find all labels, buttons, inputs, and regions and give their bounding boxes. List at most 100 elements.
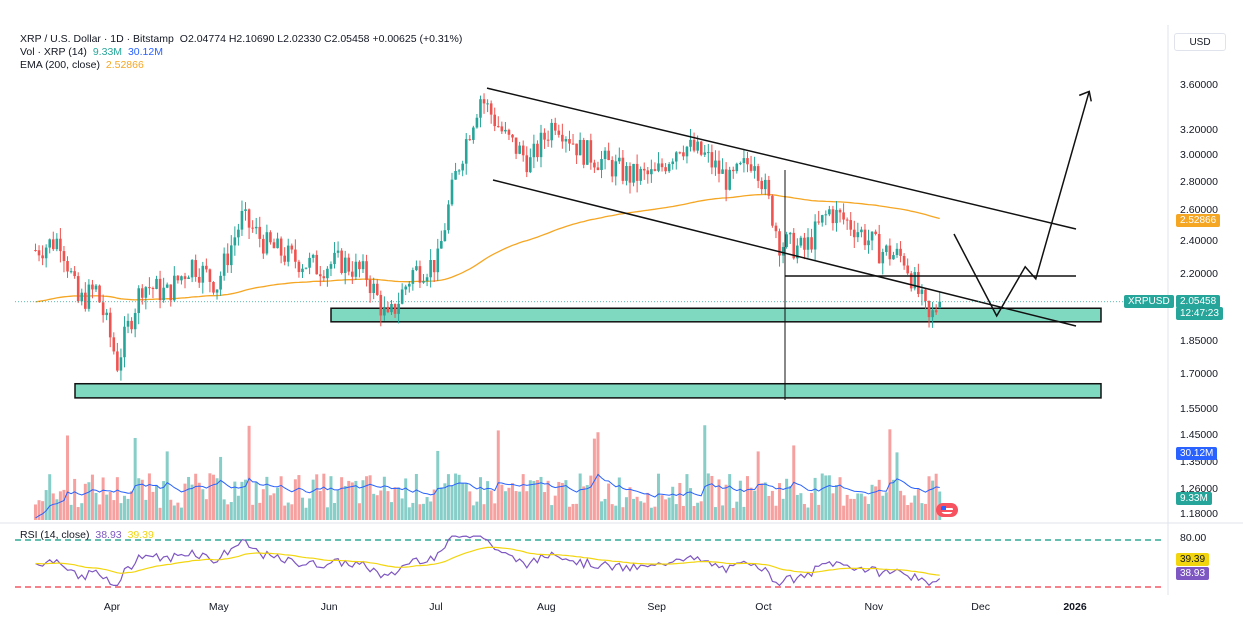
candle-body: [856, 232, 860, 238]
volume-bar: [738, 480, 742, 520]
candle-body: [130, 320, 133, 330]
volume-bar: [372, 493, 376, 520]
candle-body: [201, 265, 205, 283]
candle-body: [37, 250, 41, 256]
volume-bar: [923, 503, 927, 520]
volume-bar: [158, 507, 162, 520]
volume-bar: [607, 483, 611, 520]
header-symbol-line: XRP / U.S. Dollar · 1D · Bitstamp O2.047…: [20, 33, 465, 46]
candle-body: [432, 260, 436, 273]
volume-bar: [528, 480, 532, 520]
candle-body: [87, 284, 91, 309]
price-tick-label: 1.26000: [1180, 482, 1218, 495]
volume-bar: [859, 493, 863, 520]
volume-bar: [567, 506, 571, 520]
volume-bar: [507, 487, 511, 520]
volume-bar: [582, 486, 586, 520]
candle-body: [333, 252, 336, 265]
volume-bar: [361, 480, 365, 520]
volume-bar: [33, 504, 37, 520]
volume-bar: [785, 478, 789, 520]
price-tick-label: 1.70000: [1180, 367, 1218, 380]
volume-bar: [696, 502, 700, 520]
candle-body: [365, 261, 368, 280]
volume-bar: [411, 502, 415, 520]
price-tick-label: 2.60000: [1180, 204, 1218, 217]
volume-bar: [126, 498, 130, 520]
candle-body: [699, 141, 703, 155]
volume-bar: [817, 504, 821, 520]
candle-body: [863, 229, 867, 246]
volume-bar: [130, 491, 134, 520]
volume-bar: [888, 429, 892, 520]
volume-bar: [76, 507, 80, 520]
volume-bar: [671, 486, 675, 520]
symbol-title: XRP / U.S. Dollar · 1D · Bitstamp: [20, 33, 174, 45]
candle-body: [568, 139, 571, 144]
volume-bar: [660, 495, 664, 520]
candle-body: [34, 250, 37, 252]
candle-body: [504, 129, 507, 132]
volume-bar: [194, 473, 198, 520]
currency-selector[interactable]: USD: [1174, 33, 1226, 51]
volume-bar: [315, 474, 319, 520]
candle-body: [443, 230, 447, 242]
candle-body: [358, 261, 361, 270]
volume-bar: [603, 498, 607, 520]
volume-bar: [717, 479, 721, 520]
volume-bar: [639, 501, 643, 520]
candle-body: [927, 301, 931, 318]
candle-body: [254, 226, 258, 229]
volume-bar: [920, 503, 924, 520]
candle-body: [585, 140, 589, 165]
volume-bar: [343, 485, 347, 520]
candle-body: [411, 270, 415, 284]
candle-body: [792, 232, 796, 259]
candle-body: [728, 169, 731, 190]
candle-body: [550, 122, 553, 141]
volume-bar: [770, 490, 774, 520]
price-tick-label: 1.18000: [1180, 508, 1218, 520]
volume-bar: [137, 478, 141, 520]
volume-bar: [667, 497, 671, 520]
candle-body: [667, 164, 671, 172]
candle-body: [464, 139, 468, 164]
candle-body: [831, 209, 835, 224]
us-flag-icon[interactable]: [936, 503, 958, 517]
volume-bar: [824, 475, 828, 520]
candle-body: [44, 247, 48, 259]
volume-bar: [902, 495, 906, 520]
candle-body: [347, 257, 351, 272]
volume-bar: [525, 491, 529, 520]
volume-bar: [254, 482, 258, 520]
candle-body: [475, 117, 479, 128]
candle-body: [219, 275, 222, 290]
volume-bar: [585, 485, 589, 520]
rsi-line: [35, 535, 941, 587]
candlestick-series: [34, 93, 942, 381]
volume-bar: [357, 503, 361, 520]
volume-bar: [389, 502, 393, 520]
candle-body: [240, 210, 244, 230]
candle-body: [813, 221, 817, 250]
candle-body: [842, 212, 845, 220]
candle-body: [767, 179, 771, 196]
volume-bar: [105, 494, 109, 520]
candle-body: [899, 248, 902, 256]
volume-bar: [261, 489, 265, 520]
candle-body: [500, 126, 504, 132]
candle-body: [123, 326, 126, 358]
volume-bar: [286, 502, 290, 520]
volume-bar: [354, 480, 358, 520]
volume-bar: [55, 499, 59, 520]
candle-body: [909, 273, 913, 289]
candle-body: [116, 351, 119, 371]
candle-body: [518, 145, 521, 154]
candle-body: [674, 152, 678, 162]
candle-body: [543, 132, 546, 140]
candle-body: [603, 150, 607, 160]
candle-body: [279, 238, 283, 256]
candle-body: [447, 204, 450, 231]
candle-body: [133, 313, 137, 330]
